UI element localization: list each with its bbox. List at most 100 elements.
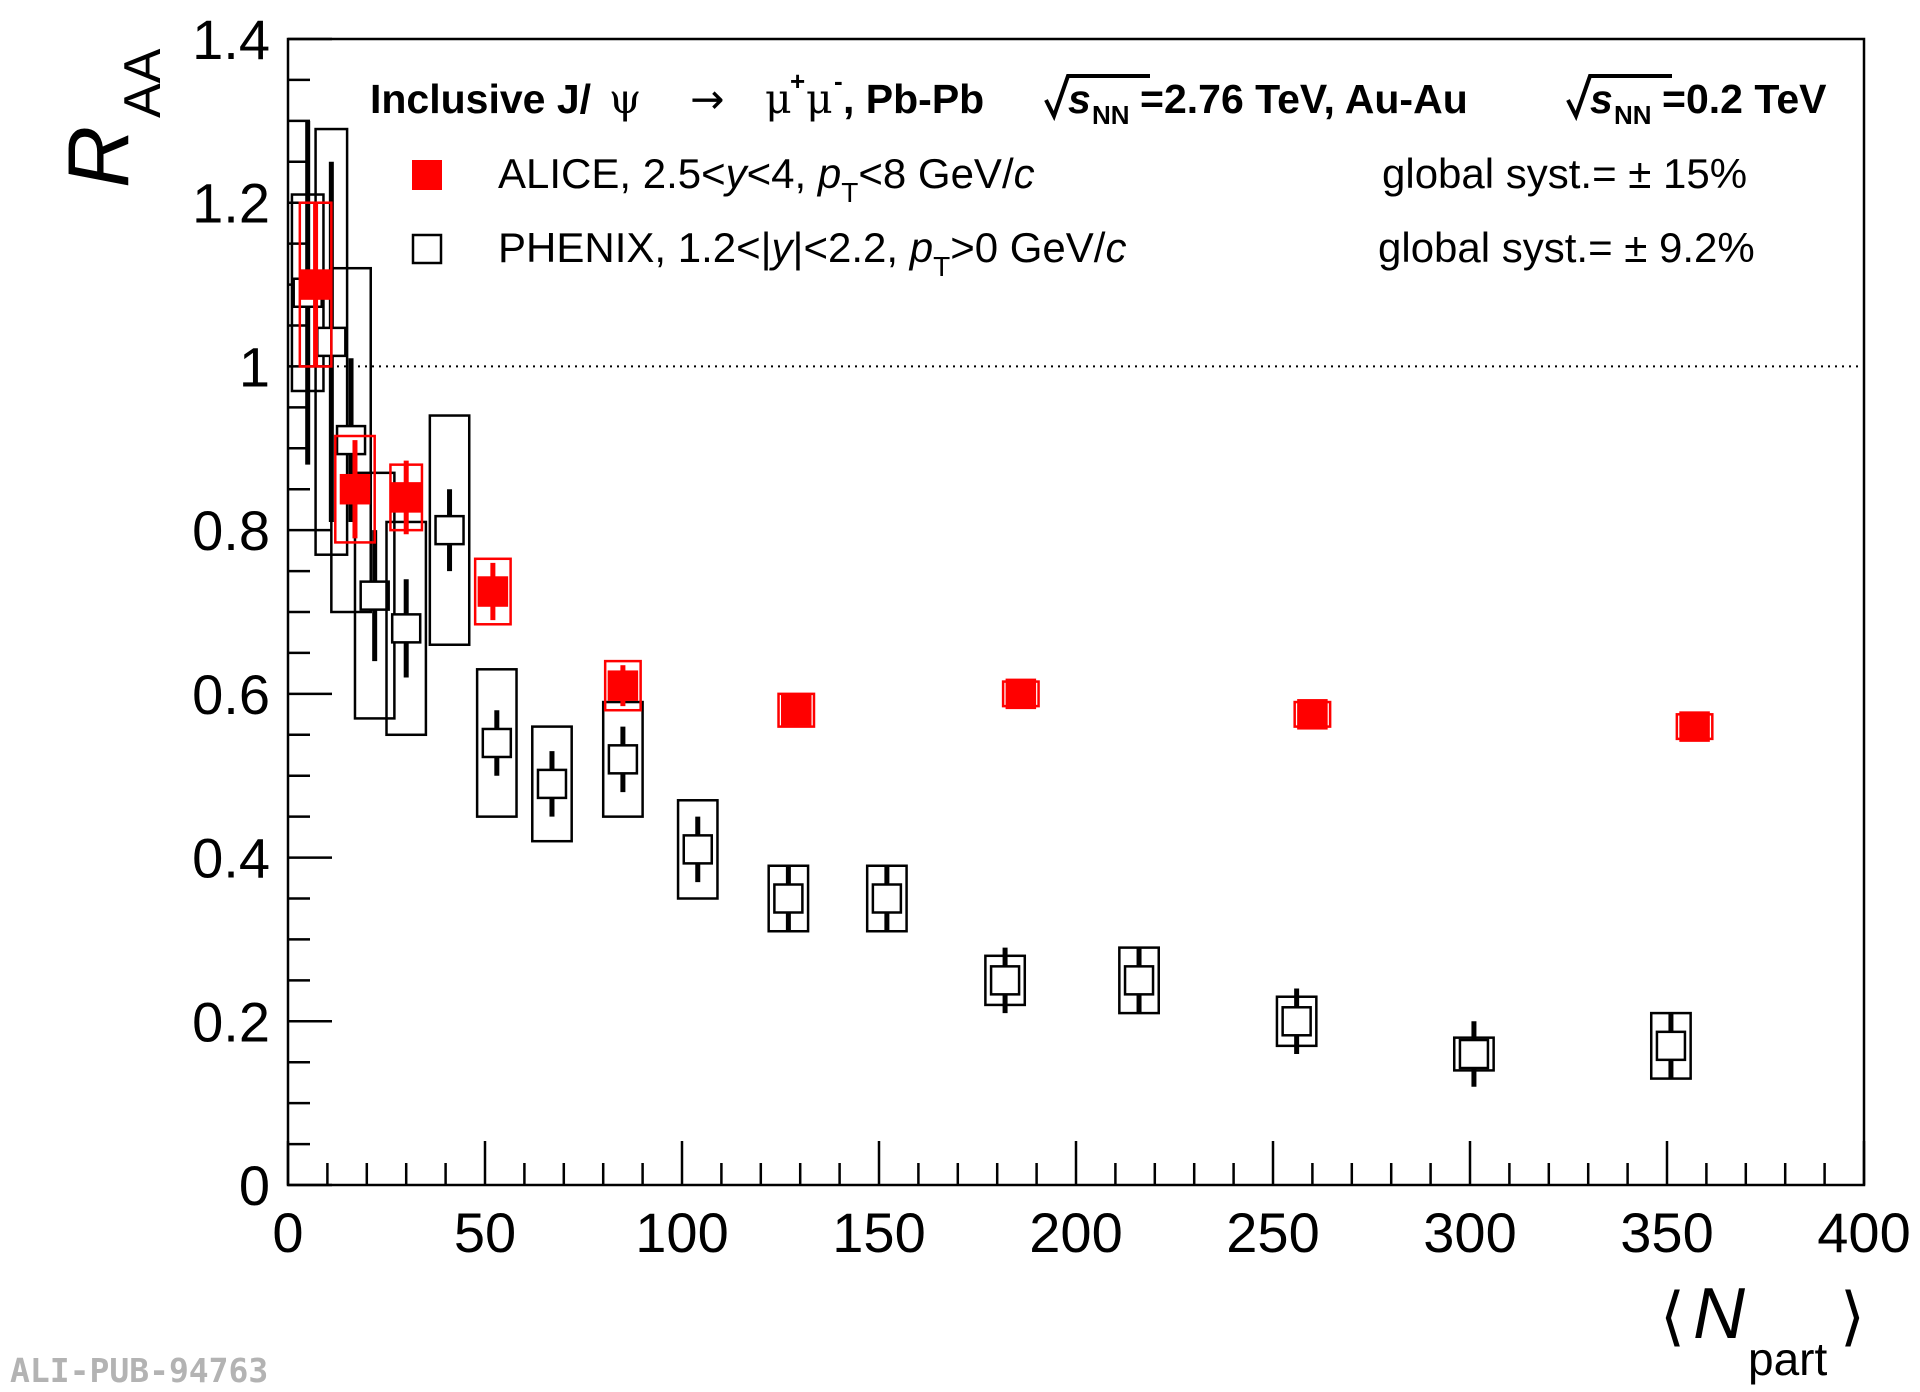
phenix-series: [290, 120, 1692, 1087]
data-point-alice: [1001, 678, 1040, 710]
label-id: ALI-PUB-94763: [10, 1351, 268, 1390]
marker: [481, 727, 513, 759]
legend-phenix-p5: >0 GeV/: [950, 224, 1106, 271]
data-point-phenix: [676, 799, 719, 900]
marker: [335, 424, 367, 456]
y-tick-label: 1.2: [192, 172, 270, 235]
marker: [1123, 965, 1155, 996]
legend-title-mu1: μ: [765, 75, 792, 123]
systematic-box: [330, 266, 372, 614]
legend-label-phenix: PHENIX, 1.2<|y|<2.2, pT>0 GeV/c: [498, 224, 1126, 282]
legend-title: Inclusive J/ ψ → μ + μ - , Pb-Pb s NN =2…: [370, 66, 1827, 130]
marker: [339, 473, 371, 505]
legend-label-alice: ALICE, 2.5<y<4, pT<8 GeV/c: [498, 150, 1035, 208]
y-axis-title-sub: AA: [114, 48, 172, 118]
data-point-phenix: [984, 947, 1027, 1014]
y-tick-label: 1.4: [192, 8, 270, 71]
legend-title-minus: -: [834, 66, 843, 96]
legend-phenix-p4: T: [933, 251, 950, 282]
y-tick-labels: 0 0.2 0.4 0.6 0.8 1 1.2 1.4: [192, 8, 270, 1217]
marker: [1655, 1030, 1687, 1062]
legend-entry-alice: ALICE, 2.5<y<4, pT<8 GeV/c global syst.=…: [412, 150, 1747, 208]
marker: [536, 768, 568, 800]
x-tick-labels: 0 50 100 150 200 250 300 350 400: [272, 1201, 1910, 1264]
marker: [682, 834, 714, 865]
systematic-box: [531, 725, 573, 843]
legend-title-mu2: μ: [806, 75, 833, 123]
y-tick-label: 1: [239, 335, 270, 398]
data-point-phenix: [1649, 1011, 1692, 1080]
data-point-phenix: [330, 266, 372, 614]
systematic-box: [475, 668, 518, 818]
legend-phenix-p2: |<2.2,: [793, 224, 910, 271]
legend-title-energy2: =0.2 TeV: [1662, 76, 1827, 122]
data-point-phenix: [353, 471, 396, 720]
alice-series: [298, 201, 1714, 742]
legend-title-psi: ψ: [609, 75, 641, 123]
y-tick-label: 0: [239, 1154, 270, 1217]
legend-alice-p3: p: [816, 150, 841, 197]
data-point-alice: [603, 659, 642, 712]
systematic-box: [334, 434, 376, 544]
marker: [1679, 711, 1710, 742]
marker: [434, 514, 465, 546]
y-axis-title: R AA: [51, 48, 172, 188]
x-tick-label: 200: [1029, 1201, 1122, 1264]
x-tick-label: 300: [1423, 1201, 1516, 1264]
axis-ticks: [286, 37, 1866, 1187]
x-axis-title-open: ⟨: [1660, 1280, 1685, 1354]
plot-frame: [286, 37, 1866, 1187]
legend-entry-phenix: PHENIX, 1.2<|y|<2.2, pT>0 GeV/c global s…: [411, 224, 1755, 282]
legend-syst-alice: global syst.= ± 15%: [1382, 150, 1747, 197]
legend-phenix-p1: y: [769, 224, 796, 271]
x-tick-label: 400: [1817, 1201, 1910, 1264]
legend-title-s1: s: [1068, 76, 1091, 122]
x-axis-title: ⟨ N part ⟩: [1660, 1274, 1865, 1385]
y-tick-label: 0.4: [192, 827, 270, 890]
marker: [1281, 1006, 1312, 1037]
data-point-alice: [389, 460, 424, 535]
legend-title-s2: s: [1590, 76, 1613, 122]
legend-marker-phenix: [411, 233, 443, 265]
x-axis-title-sub: part: [1748, 1333, 1827, 1385]
legend-title-nn1: NN: [1092, 100, 1130, 130]
marker: [390, 613, 422, 644]
marker: [607, 670, 639, 701]
legend-alice-p6: c: [1014, 150, 1035, 197]
legend-alice-p0: ALICE, 2.5<: [498, 150, 726, 197]
legend-phenix-p3: p: [908, 224, 933, 271]
legend-title-plus: +: [790, 66, 805, 96]
data-point-phenix: [1118, 946, 1160, 1015]
marker: [300, 269, 331, 300]
data-point-phenix: [531, 725, 573, 843]
systematic-box: [428, 414, 471, 646]
marker: [359, 580, 390, 611]
marker: [871, 883, 903, 914]
data-point-phenix: [865, 864, 908, 933]
data-point-alice: [1675, 711, 1714, 742]
marker: [1005, 678, 1037, 710]
x-axis-title-main: N: [1693, 1274, 1746, 1354]
data-point-phenix: [1452, 1021, 1495, 1087]
marker: [1297, 699, 1328, 730]
legend-phenix-p6: c: [1105, 224, 1126, 271]
data-point-alice: [334, 434, 376, 544]
legend-title-energy1: =2.76 TeV, Au-Au: [1140, 76, 1468, 122]
legend-title-nn2: NN: [1614, 100, 1652, 130]
x-tick-label: 0: [272, 1201, 303, 1264]
y-axis-title-main: R: [51, 126, 147, 188]
data-point-phenix: [767, 864, 810, 933]
marker: [1458, 1038, 1490, 1070]
systematic-box: [603, 659, 642, 712]
y-tick-label: 0.8: [192, 499, 270, 562]
x-axis-title-close: ⟩: [1840, 1280, 1865, 1354]
x-tick-label: 50: [454, 1201, 516, 1264]
x-tick-label: 100: [635, 1201, 728, 1264]
marker: [390, 482, 422, 513]
systematic-box: [676, 799, 719, 900]
legend-phenix-p0: PHENIX, 1.2<|: [498, 224, 772, 271]
data-point-phenix: [601, 700, 644, 818]
data-point-phenix: [428, 414, 471, 646]
y-tick-label: 0.2: [192, 990, 270, 1053]
